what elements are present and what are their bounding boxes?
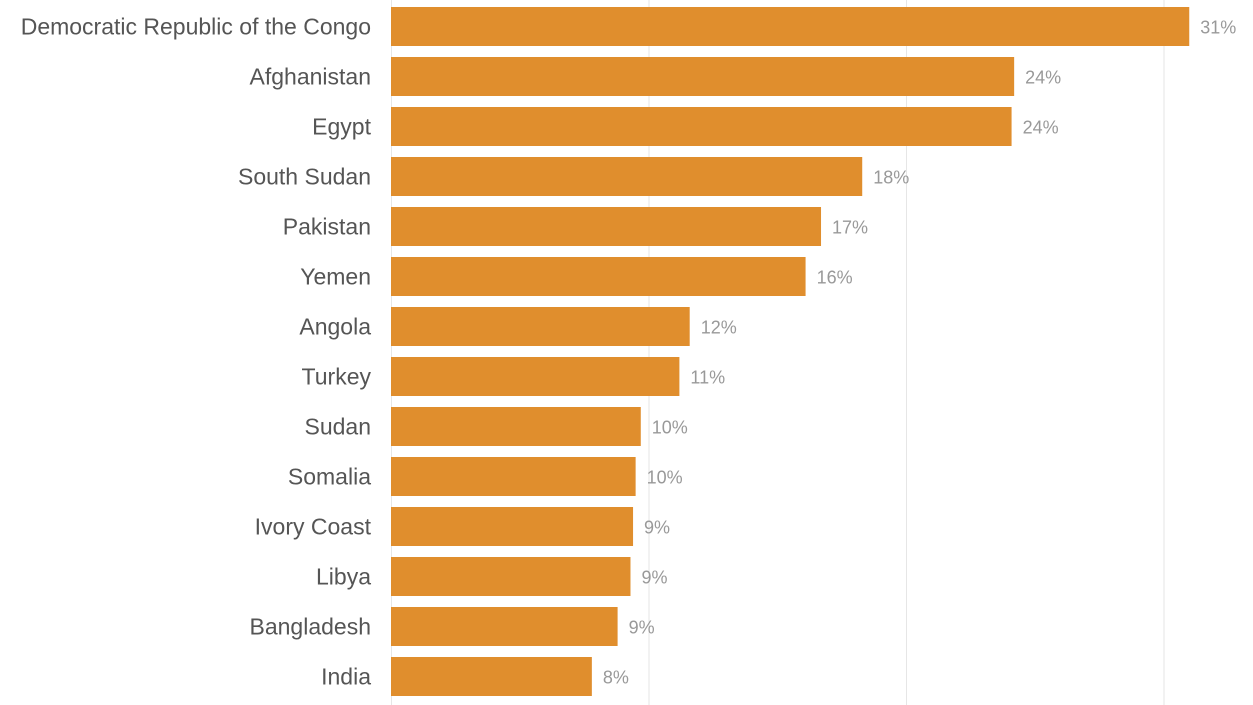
category-label-india: India xyxy=(321,664,371,690)
value-label-angola: 12% xyxy=(701,318,737,338)
bar-turkey xyxy=(391,357,680,396)
category-label-turkey: Turkey xyxy=(302,364,372,390)
category-label-pakistan: Pakistan xyxy=(283,214,371,240)
category-label-democratic-republic-of-the-congo: Democratic Republic of the Congo xyxy=(21,14,371,40)
value-label-bangladesh: 9% xyxy=(629,618,655,638)
bar-sudan xyxy=(391,407,641,446)
value-label-south-sudan: 18% xyxy=(873,168,909,188)
category-label-bangladesh: Bangladesh xyxy=(250,614,372,640)
bar-egypt xyxy=(391,107,1012,146)
bar-india xyxy=(391,657,592,696)
value-label-pakistan: 17% xyxy=(832,218,868,238)
value-label-afghanistan: 24% xyxy=(1025,68,1061,88)
bar-pakistan xyxy=(391,207,822,246)
bar-afghanistan xyxy=(391,57,1015,96)
category-label-sudan: Sudan xyxy=(304,414,371,440)
bar-angola xyxy=(391,307,690,346)
bar-yemen xyxy=(391,257,806,296)
value-label-yemen: 16% xyxy=(817,268,853,288)
gridlines xyxy=(391,0,1165,705)
category-label-yemen: Yemen xyxy=(300,264,371,290)
value-labels: 31% 24% 24% 18% 17% 16% 12% 11% 10% 10% 9% 9% 9% 8% xyxy=(603,18,1236,688)
bar-ivory-coast xyxy=(391,507,634,546)
category-label-south-sudan: South Sudan xyxy=(238,164,371,190)
value-label-somalia: 10% xyxy=(647,468,683,488)
value-label-sudan: 10% xyxy=(652,418,688,438)
category-label-afghanistan: Afghanistan xyxy=(250,64,371,90)
category-labels: Democratic Republic of the Congo Afghanis… xyxy=(21,14,372,690)
value-label-libya: 9% xyxy=(641,568,667,588)
value-label-turkey: 11% xyxy=(690,368,725,388)
bar-libya xyxy=(391,557,631,596)
category-label-libya: Libya xyxy=(316,564,371,590)
category-label-somalia: Somalia xyxy=(288,464,371,490)
category-label-ivory-coast: Ivory Coast xyxy=(255,514,372,540)
category-label-egypt: Egypt xyxy=(312,114,371,140)
value-label-egypt: 24% xyxy=(1023,118,1059,138)
value-label-democratic-republic-of-the-congo: 31% xyxy=(1200,18,1236,38)
bar-democratic-republic-of-the-congo xyxy=(391,7,1190,46)
category-label-angola: Angola xyxy=(299,314,371,340)
bars xyxy=(391,7,1190,696)
value-label-india: 8% xyxy=(603,668,629,688)
bar-somalia xyxy=(391,457,636,496)
bar-bangladesh xyxy=(391,607,618,646)
value-label-ivory-coast: 9% xyxy=(644,518,670,538)
bar-south-sudan xyxy=(391,157,863,196)
